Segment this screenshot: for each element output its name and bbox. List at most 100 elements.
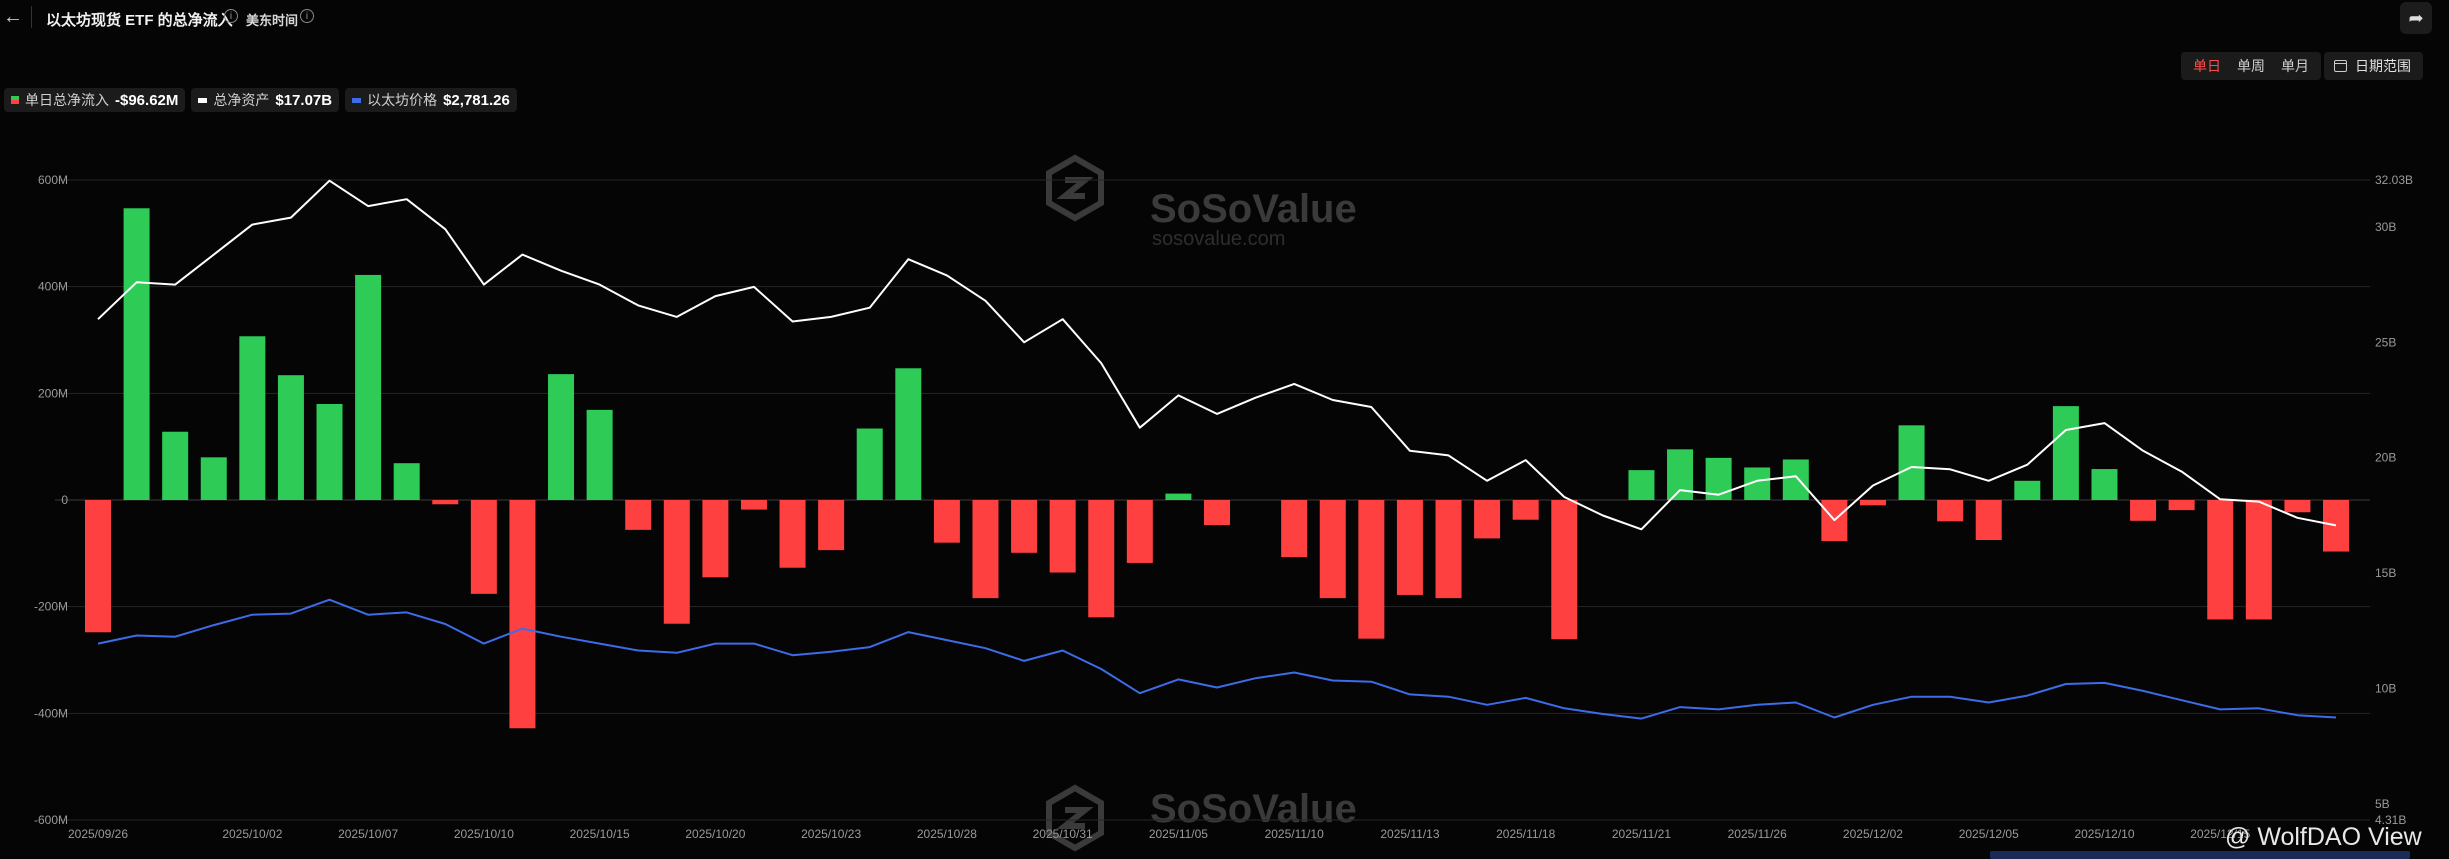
y-right-tick-label: 32.03B xyxy=(2375,173,2413,187)
flow-bar xyxy=(818,500,845,551)
watermark-url: sosovalue.com xyxy=(1152,228,1285,250)
flow-bar xyxy=(702,500,729,578)
legend-name: 总净资产 xyxy=(213,92,270,108)
flow-bar xyxy=(470,500,497,594)
horizontal-scrollbar[interactable] xyxy=(1990,851,2410,859)
sosovalue-logo-icon xyxy=(1046,154,1104,222)
flow-bar xyxy=(1898,425,1925,500)
flow-bar xyxy=(2245,500,2272,620)
flow-bar xyxy=(663,500,690,624)
x-tick-label: 2025/11/18 xyxy=(1496,827,1555,841)
legend-item-net-inflow[interactable]: 单日总净流入 -$96.62M xyxy=(4,88,186,112)
date-range-label: 日期范围 xyxy=(2355,58,2411,74)
y-right-tick-label: 10B xyxy=(2375,682,2396,696)
timezone-info-icon[interactable]: i xyxy=(300,9,314,23)
flow-bar xyxy=(200,457,227,500)
flow-bar xyxy=(625,500,652,530)
flow-bar xyxy=(895,368,922,500)
flow-bar xyxy=(2168,500,2195,511)
x-tick-label: 2025/10/23 xyxy=(801,827,861,841)
legend: 单日总净流入 -$96.62M 总净资产 $17.07B 以太坊价格 $2,78… xyxy=(4,88,517,112)
flow-bar xyxy=(1628,470,1655,500)
watermark-brand: SoSoValue xyxy=(1150,787,1357,831)
page-title: 以太坊现货 ETF 的总净流入 xyxy=(46,12,233,29)
flow-bar xyxy=(2052,406,2079,500)
x-tick-label: 2025/09/26 xyxy=(68,827,128,841)
flow-bar xyxy=(123,208,150,500)
flow-bar xyxy=(1049,500,1076,573)
x-tick-label: 2025/11/13 xyxy=(1380,827,1439,841)
flow-bar xyxy=(85,500,111,633)
legend-value: -$96.62M xyxy=(115,91,179,109)
legend-swatch xyxy=(198,97,208,103)
flow-bar xyxy=(2091,469,2118,500)
flow-bar xyxy=(2207,500,2234,620)
flow-bar xyxy=(1975,500,2002,540)
x-tick-label: 2025/10/07 xyxy=(338,827,398,841)
x-tick-label: 2025/10/10 xyxy=(454,827,514,841)
legend-swatch xyxy=(11,96,19,104)
range-weekly-button[interactable]: 单周 xyxy=(2237,58,2265,74)
range-daily-button[interactable]: 单日 xyxy=(2193,58,2221,74)
legend-item-net-assets[interactable]: 总净资产 $17.07B xyxy=(191,88,340,112)
y-left-tick-label: 400M xyxy=(38,280,68,294)
flow-bar xyxy=(162,431,189,500)
flow-bar xyxy=(1937,500,1964,522)
y-right-tick-label: 5B xyxy=(2375,797,2390,811)
flow-bar xyxy=(1396,500,1423,595)
flow-bar xyxy=(1281,500,1308,558)
flow-bar xyxy=(1435,500,1462,599)
back-arrow-icon[interactable]: ← xyxy=(3,6,23,28)
y-left-tick-label: -600M xyxy=(34,813,68,827)
y-right-tick-label: 20B xyxy=(2375,451,2396,465)
flow-bar xyxy=(355,274,382,500)
flow-bar xyxy=(1319,500,1346,599)
flow-bar xyxy=(432,500,459,505)
flow-bar xyxy=(856,428,883,500)
x-tick-label: 2025/10/20 xyxy=(685,827,745,841)
x-tick-label: 2025/11/26 xyxy=(1728,827,1787,841)
range-toggle: 单日 单周 单月 xyxy=(2181,52,2321,80)
legend-name: 以太坊价格 xyxy=(367,92,438,108)
flow-bar xyxy=(2014,480,2041,500)
flow-bar xyxy=(1011,500,1038,553)
flow-bar xyxy=(316,404,343,500)
timezone-label: 美东时间 xyxy=(246,13,299,28)
flow-bar xyxy=(1782,459,1809,500)
range-monthly-button[interactable]: 单月 xyxy=(2281,58,2309,74)
legend-item-eth-price[interactable]: 以太坊价格 $2,781.26 xyxy=(345,88,517,112)
info-icon[interactable]: i xyxy=(224,9,238,23)
y-left-tick-label: -400M xyxy=(34,706,68,720)
flow-bar xyxy=(1165,493,1192,500)
watermark-bottom: SoSoValue xyxy=(1046,784,1357,852)
flow-bar xyxy=(972,500,999,599)
x-tick-label: 2025/11/10 xyxy=(1265,827,1324,841)
date-range-button[interactable]: 日期范围 xyxy=(2324,52,2423,80)
x-tick-label: 2025/10/02 xyxy=(222,827,282,841)
y-left-tick-label: -200M xyxy=(34,600,68,614)
flow-bar xyxy=(2323,500,2349,552)
watermark-brand: SoSoValue xyxy=(1150,187,1357,231)
legend-swatch xyxy=(352,97,362,103)
x-tick-label: 2025/12/10 xyxy=(2074,827,2134,841)
x-tick-label: 2025/10/15 xyxy=(570,827,630,841)
share-icon[interactable]: ➦ xyxy=(2400,2,2432,34)
y-left-tick-label: 600M xyxy=(38,173,68,187)
flow-bar xyxy=(277,375,304,500)
x-tick-label: 2025/11/21 xyxy=(1612,827,1671,841)
flow-bar xyxy=(239,336,266,500)
flow-bar xyxy=(1551,500,1578,640)
top-bar: ← 以太坊现货 ETF 的总净流入 i 美东时间 i ➦ xyxy=(0,0,2449,38)
flow-bar xyxy=(1474,500,1501,539)
calendar-icon xyxy=(2334,60,2347,72)
flow-bar xyxy=(1859,500,1886,506)
flow-bar xyxy=(1358,500,1385,639)
eth-price-line xyxy=(97,598,2337,720)
legend-value: $2,781.26 xyxy=(443,91,510,109)
flow-bar xyxy=(1088,500,1115,618)
x-tick-label: 2025/12/02 xyxy=(1843,827,1903,841)
y-left-tick-label: 0 xyxy=(61,493,68,507)
legend-value: $17.07B xyxy=(275,91,333,109)
flow-bar xyxy=(1512,500,1539,520)
